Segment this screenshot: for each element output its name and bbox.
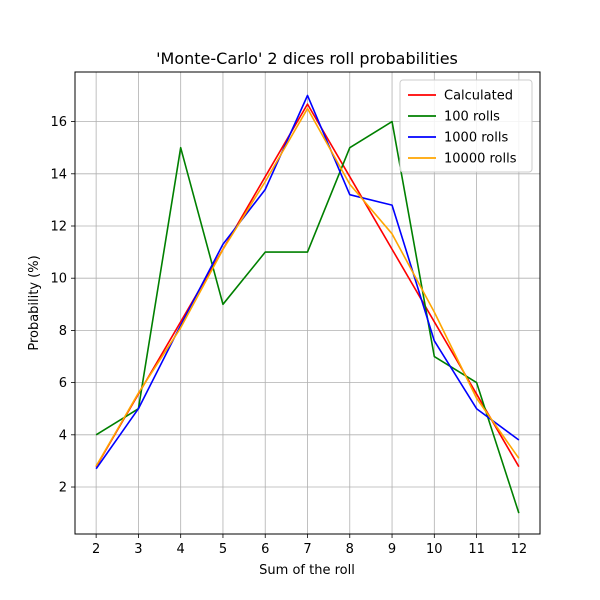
y-tick-label: 8 [59,324,67,339]
legend-label-1000-rolls: 1000 rolls [444,131,508,146]
y-tick-label: 16 [50,115,67,130]
x-tick-label: 2 [92,542,100,557]
x-tick-label: 11 [468,542,485,557]
series-line-calculated [95,103,520,468]
x-tick-label: 12 [511,542,528,557]
x-tick-label: 6 [261,542,269,557]
series-line-100-rolls [95,120,520,514]
x-tick-label: 3 [134,542,142,557]
series-layer [95,94,520,514]
y-tick-label: 2 [59,481,67,496]
x-tick-label: 9 [388,542,396,557]
x-tick-label: 4 [177,542,185,557]
series-line-1000-rolls [95,94,520,470]
series-line-10000-rolls [95,107,520,467]
x-tick-label: 8 [346,542,354,557]
legend-label-100-rolls: 100 rolls [444,110,500,125]
x-tick-label: 10 [426,542,443,557]
y-tick-label: 14 [50,167,67,182]
y-tick-label: 6 [59,376,67,391]
legend: Calculated 100 rolls 1000 rolls 10000 rolls [399,79,533,173]
axis-ticks: 2 3 4 5 6 7 8 9 10 11 12 2 4 6 8 10 12 14 16 [50,115,527,557]
chart-title: 'Monte-Carlo' 2 dices roll probabilities [156,49,458,68]
y-axis-label: Probability (%) [27,255,42,350]
y-tick-label: 4 [59,428,67,443]
x-axis-label: Sum of the roll [259,563,355,578]
y-tick-label: 10 [50,272,67,287]
legend-label-10000-rolls: 10000 rolls [444,152,517,167]
y-tick-label: 12 [50,220,67,235]
x-tick-label: 7 [303,542,311,557]
x-tick-label: 5 [219,542,227,557]
legend-label-calculated: Calculated [444,89,513,104]
legend-box [399,79,533,173]
